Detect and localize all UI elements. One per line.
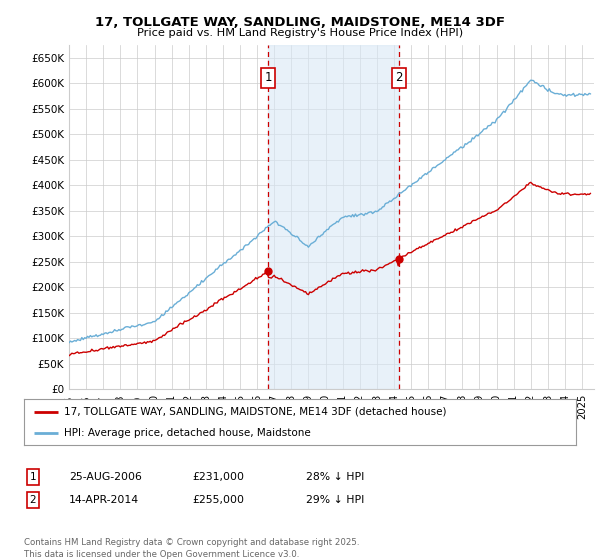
Text: 2: 2	[29, 495, 37, 505]
Text: 1: 1	[29, 472, 37, 482]
Text: Contains HM Land Registry data © Crown copyright and database right 2025.
This d: Contains HM Land Registry data © Crown c…	[24, 538, 359, 559]
Bar	[268, 45, 399, 389]
Text: 28% ↓ HPI: 28% ↓ HPI	[306, 472, 364, 482]
Text: 1: 1	[265, 72, 272, 85]
Text: £255,000: £255,000	[192, 495, 244, 505]
Text: 25-AUG-2006: 25-AUG-2006	[69, 472, 142, 482]
Text: 17, TOLLGATE WAY, SANDLING, MAIDSTONE, ME14 3DF (detached house): 17, TOLLGATE WAY, SANDLING, MAIDSTONE, M…	[64, 407, 446, 417]
Text: 2: 2	[395, 72, 403, 85]
Text: Price paid vs. HM Land Registry's House Price Index (HPI): Price paid vs. HM Land Registry's House …	[137, 28, 463, 38]
Text: HPI: Average price, detached house, Maidstone: HPI: Average price, detached house, Maid…	[64, 428, 310, 438]
Text: 17, TOLLGATE WAY, SANDLING, MAIDSTONE, ME14 3DF: 17, TOLLGATE WAY, SANDLING, MAIDSTONE, M…	[95, 16, 505, 29]
Text: £231,000: £231,000	[192, 472, 244, 482]
Text: 29% ↓ HPI: 29% ↓ HPI	[306, 495, 364, 505]
Text: 14-APR-2014: 14-APR-2014	[69, 495, 139, 505]
